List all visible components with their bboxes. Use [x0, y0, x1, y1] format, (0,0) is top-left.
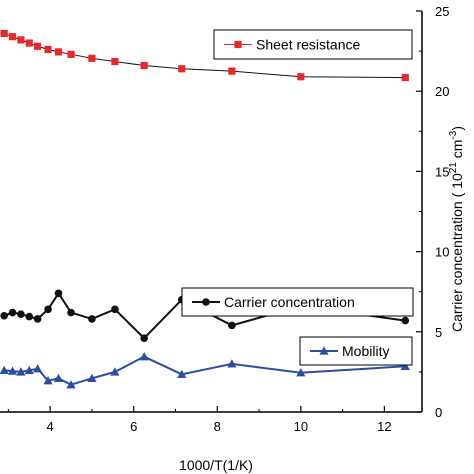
data-point: [53, 373, 64, 382]
y-tick-label: 10: [435, 245, 449, 260]
legend-1: Carrier concentration: [181, 287, 414, 317]
series-0: [0, 29, 409, 82]
data-point: [111, 305, 119, 314]
data-point: [0, 311, 8, 320]
y-axis-title: Carrier concentration ( 1021 cm-3): [448, 126, 465, 332]
data-point: [228, 67, 236, 75]
legend-label: Sheet resistance: [256, 37, 360, 53]
data-point: [44, 305, 52, 314]
y-tick-label: 5: [435, 325, 442, 340]
series-1: [0, 289, 410, 343]
data-point: [227, 359, 237, 368]
data-point: [0, 365, 9, 374]
data-point: [228, 321, 236, 330]
series-2: [0, 352, 410, 389]
legend-layer: Sheet resistance Carrier concentration Mob…: [181, 29, 414, 366]
legend-0: Sheet resistance: [213, 29, 413, 60]
data-point: [401, 73, 409, 82]
data-point: [8, 33, 17, 41]
data-point: [44, 45, 52, 54]
data-point: [7, 366, 18, 375]
data-point: [297, 73, 305, 81]
data-point: [400, 361, 410, 370]
data-point: [178, 65, 186, 73]
axes: 4 6 8 10 12 0 5 10 15 20 25: [0, 4, 449, 434]
data-point: [296, 368, 306, 377]
x-tick-label: 6: [130, 419, 137, 434]
data-point: [111, 57, 119, 66]
data-point: [66, 380, 76, 389]
data-point: [177, 369, 187, 378]
data-point: [17, 36, 25, 44]
x-axis-title: 1000/T(1/K): [179, 457, 253, 473]
data-point: [54, 48, 63, 56]
data-point: [33, 315, 42, 323]
data-point: [16, 367, 26, 376]
data-point: [24, 365, 34, 374]
data-point: [140, 61, 148, 70]
y-tick-label: 20: [435, 84, 449, 99]
legend-box: [181, 287, 414, 317]
legend-label: Mobility: [342, 343, 389, 359]
y-tick-label: 25: [435, 4, 449, 19]
x-tick-label: 12: [377, 419, 391, 434]
legend-marker: [202, 298, 210, 306]
data-point: [33, 364, 43, 373]
data-point: [54, 289, 63, 298]
data-point: [140, 334, 148, 343]
data-point: [25, 312, 34, 321]
data-point: [0, 29, 8, 38]
legend-label: Carrier concentration: [224, 294, 355, 310]
x-tick-label: 8: [214, 419, 221, 434]
data-point: [139, 352, 149, 361]
data-point: [43, 376, 53, 385]
legend-marker: [319, 346, 329, 355]
y-tick-label: 15: [435, 164, 449, 179]
y-tick-label: 0: [435, 405, 442, 420]
legend-2: Mobility: [299, 336, 413, 366]
x-tick-label: 4: [47, 419, 54, 434]
data-point: [34, 42, 42, 50]
series-layer: [0, 29, 410, 389]
data-point: [88, 54, 96, 62]
data-point: [67, 50, 75, 58]
legend-marker: [234, 40, 242, 49]
data-point: [8, 308, 17, 317]
data-point: [67, 308, 75, 317]
data-point: [17, 310, 25, 318]
data-point: [110, 367, 120, 376]
data-point: [88, 315, 96, 323]
x-tick-label: 10: [294, 419, 308, 434]
data-point: [87, 373, 97, 382]
data-point: [25, 39, 33, 47]
data-point: [401, 316, 410, 325]
